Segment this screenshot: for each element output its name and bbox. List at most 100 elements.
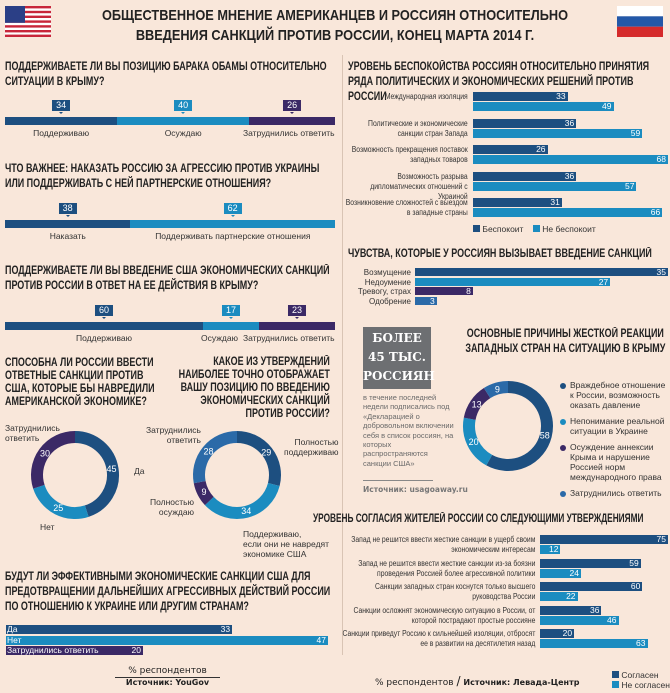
legend-swatch	[612, 681, 619, 688]
bar: 59	[473, 128, 643, 138]
bar: 66	[473, 208, 663, 217]
bar-segment	[5, 322, 203, 330]
bar: Нет 47	[6, 634, 328, 645]
q4-title-line: ОТВЕТНЫЕ САНКЦИИ ПРОТИВ	[5, 370, 144, 382]
russia-flag-icon	[617, 6, 663, 37]
donut-value: 13	[472, 400, 482, 410]
q5-label-condemn: Полностью осуждаю	[150, 497, 194, 517]
r1-legend: Беспокоит Не беспокоит	[473, 224, 596, 234]
r1-title: УРОВЕНЬ БЕСПОКОЙСТВА РОССИЯН ОТНОСИТЕЛЬН…	[348, 61, 650, 103]
bar: Затруднились ответить 20	[6, 646, 144, 655]
legend-swatch	[473, 225, 480, 232]
us-flag-icon	[5, 6, 51, 37]
q2-chart: 38 Наказать 62 Поддерживать партнерские отн…	[5, 203, 335, 243]
legend-dot	[560, 419, 566, 425]
row-label: Запад не решится ввести жесткие санкции …	[357, 558, 535, 578]
row-label: Санкции западных стран коснутся только в…	[374, 582, 535, 601]
row-label: Возникновение сложностей с выездом в зап…	[346, 198, 468, 217]
bar: 75	[540, 535, 668, 544]
legend-item: Осуждение аннексии Крыма и нарушение Рос…	[560, 442, 670, 482]
row-label: Международная изоляция	[385, 92, 468, 101]
bar: 31	[473, 198, 562, 207]
segment-label: Осуждаю	[164, 128, 202, 138]
legend-label: Непонимание реальной ситуации в Украине	[570, 416, 665, 436]
donut-value: 25	[53, 503, 63, 513]
r3-legend: Враждебное отношение к России, возможнос…	[560, 380, 670, 504]
legend-swatch	[532, 225, 540, 232]
legend-dot	[560, 445, 566, 451]
page-title: ОБЩЕСТВЕННОЕ МНЕНИЕ АМЕРИКАНЦЕВ И РОССИЯ…	[80, 6, 590, 46]
label-line: Полностью	[294, 437, 339, 447]
q1-title: ПОДДЕРЖИВАЕТЕ ЛИ ВЫ ПОЗИЦИЮ БАРАКА ОБАМЫ…	[5, 61, 327, 88]
title-line-2: ВВЕДЕНИЯ САНКЦИЙ ПРОТИВ РОССИИ, КОНЕЦ МА…	[135, 27, 535, 44]
donut-segment	[193, 480, 214, 506]
value-tag: 62	[223, 203, 242, 217]
bar: 26	[473, 145, 548, 154]
segment-label: Затруднились ответить	[243, 128, 335, 138]
title-line-1: ОБЩЕСТВЕННОЕ МНЕНИЕ АМЕРИКАНЦЕВ И РОССИЯ…	[101, 7, 569, 24]
segment-label: Поддерживать партнерские отношения	[155, 231, 311, 241]
q3-title: ПОДДЕРЖИВАЕТЕ ЛИ ВЫ ВВЕДЕНИЕ США ЭКОНОМИ…	[5, 265, 330, 292]
row-label: Запад не решится ввести жесткие санкции …	[350, 535, 535, 554]
q6-title: БУДУТ ЛИ ЭФФЕКТИВНЫМИ ЭКОНОМИЧЕСКИЕ САНК…	[5, 571, 331, 613]
row-label: Возмущение	[363, 268, 411, 277]
r4-chart: Запад не решится ввести жесткие санкции …	[340, 535, 670, 660]
bar: 35	[415, 268, 668, 276]
bar: 8	[415, 287, 473, 295]
donut-segment	[31, 431, 76, 489]
bar-category: Нет	[7, 634, 22, 645]
segment-label: Осуждаю	[201, 333, 238, 343]
row-label: Санкции приведут Россию к сильнейшей изо…	[342, 629, 535, 648]
q5-label-unsure: Затруднились ответить	[146, 425, 201, 445]
bar: 63	[540, 639, 648, 648]
q2-title: ЧТО ВАЖНЕЕ: НАКАЗАТЬ РОССИЮ ЗА АГРЕССИЮ …	[5, 163, 320, 190]
label-line: если они не навредят	[243, 539, 330, 549]
callout-box: БОЛЕЕ 45 ТЫС. РОССИЯН	[363, 327, 435, 389]
source-label: Источник: YouGov	[125, 678, 210, 687]
legend-item: Затруднились ответить	[560, 488, 670, 498]
q4-title-line: СПОСОБНА ЛИ РОССИИ ВВЕСТИ	[5, 357, 154, 369]
bar: Да 33	[6, 625, 233, 634]
value-tag: 23	[288, 305, 307, 319]
legend-item: Непонимание реальной ситуации в Украине	[560, 416, 670, 436]
left-footer: % респондентов Источник: YouGov	[115, 666, 220, 687]
bar: 36	[473, 118, 577, 128]
q5-label-conditional: Поддерживаю, если они не навредят экономик…	[243, 529, 329, 559]
q5-title-line: ВАШУ ПОЗИЦИЮ ПО ВВЕДЕНИЮ	[180, 382, 330, 394]
donut-value: 45	[107, 464, 117, 474]
q4-label-unsure: Затруднились ответить	[5, 423, 60, 443]
q5-title: КАКОЕ ИЗ УТВЕРЖДЕНИЙ НАИБОЛЕЕ ТОЧНО ОТОБР…	[179, 356, 330, 421]
callout-line: БОЛЕЕ	[372, 331, 422, 345]
donut-value: 28	[203, 446, 213, 456]
q4-title: СПОСОБНА ЛИ РОССИИ ВВЕСТИ ОТВЕТНЫЕ САНКЦИ…	[5, 357, 155, 409]
donut-value: 9	[202, 487, 207, 497]
callout-source: Источник: usagoaway.ru	[363, 485, 468, 494]
bar-segment	[5, 117, 118, 125]
q4-label-no: Нет	[40, 522, 55, 532]
donut-segment	[74, 431, 119, 517]
value-tag: 40	[174, 100, 193, 114]
q5-title-line: ЭКОНОМИЧЕСКИХ САНКЦИЙ	[200, 395, 330, 407]
donut-segment	[193, 431, 238, 484]
bar: 3	[415, 296, 437, 305]
value-tag: 26	[283, 100, 302, 114]
donut-value: 29	[261, 447, 271, 457]
label-line: осуждаю	[158, 507, 194, 517]
legend-label: Затруднились ответить	[570, 488, 662, 498]
bar: 57	[473, 181, 637, 191]
row-label: Политические и экономические санкции стр…	[368, 118, 468, 138]
q3-chart: 60 Поддерживаю 17 Осуждаю 23 Затруднились отв…	[5, 305, 335, 345]
legend-dot	[560, 383, 566, 389]
row-label: Санкции осложнят экономическую ситуацию …	[353, 605, 535, 625]
bar: 22	[540, 592, 578, 601]
bar-segment	[203, 322, 260, 330]
donut-segment	[204, 482, 280, 519]
donut-value: 34	[241, 506, 251, 516]
label-line: ответить	[166, 435, 201, 445]
source-label: Источник: Левада-Центр	[463, 678, 580, 687]
q4-label-yes: Да	[134, 466, 145, 476]
q4-donut: 45 25 30	[31, 431, 119, 519]
q6-chart: Да 33 Нет 47 Затруднились ответить 20	[6, 625, 328, 659]
bar: 24	[540, 568, 581, 578]
donut-segment	[236, 431, 281, 486]
